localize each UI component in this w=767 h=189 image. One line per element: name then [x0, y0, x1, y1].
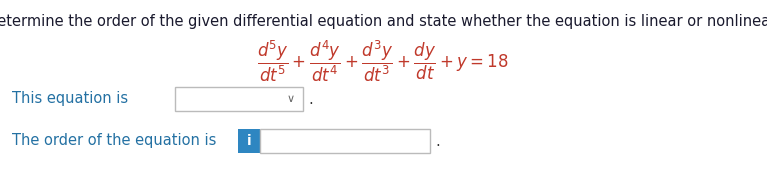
FancyBboxPatch shape: [238, 129, 260, 153]
FancyBboxPatch shape: [260, 129, 430, 153]
FancyBboxPatch shape: [175, 87, 303, 111]
Text: The order of the equation is: The order of the equation is: [12, 133, 216, 149]
Text: This equation is: This equation is: [12, 91, 128, 106]
Text: .: .: [308, 91, 313, 106]
Text: Determine the order of the given differential equation and state whether the equ: Determine the order of the given differe…: [0, 14, 767, 29]
Text: .: .: [435, 133, 439, 149]
Text: ∨: ∨: [287, 94, 295, 104]
Text: i: i: [247, 134, 252, 148]
Text: $\dfrac{d^5y}{dt^5} + \dfrac{d^4y}{dt^4} + \dfrac{d^3y}{dt^3} + \dfrac{dy}{dt} +: $\dfrac{d^5y}{dt^5} + \dfrac{d^4y}{dt^4}…: [257, 38, 509, 84]
